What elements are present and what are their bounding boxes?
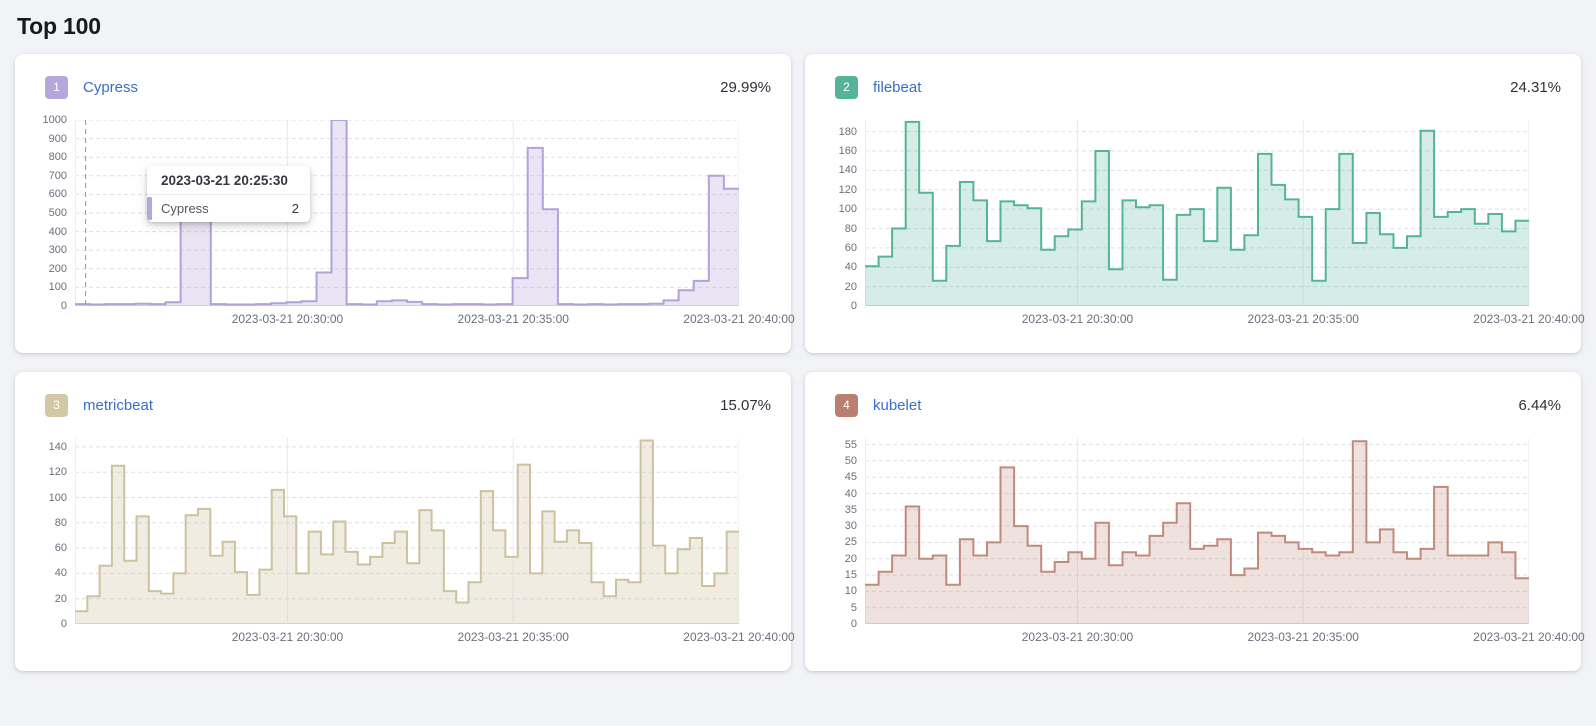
x-tick-label: 2023-03-21 20:35:00 bbox=[457, 630, 569, 644]
y-tick-label: 100 bbox=[48, 491, 67, 504]
rank-badge: 3 bbox=[45, 393, 68, 417]
rank-badge: 4 bbox=[835, 393, 858, 417]
y-tick-label: 300 bbox=[48, 244, 67, 257]
x-axis-labels: 2023-03-21 20:30:00 2023-03-21 20:35:00 20… bbox=[865, 312, 1585, 330]
y-tick-label: 30 bbox=[844, 520, 857, 533]
plot-area[interactable] bbox=[75, 438, 740, 624]
plot-area[interactable] bbox=[865, 120, 1530, 307]
y-tick-label: 20 bbox=[844, 552, 857, 565]
y-tick-label: 180 bbox=[838, 125, 857, 138]
chart: 0 5 10 15 20 25 30 35 40 45 50 55 2023-03-21 20:30:… bbox=[821, 438, 1585, 652]
y-tick-label: 40 bbox=[844, 261, 857, 274]
tooltip-series-value: 2 bbox=[291, 201, 299, 216]
panel-kubelet: 4 kubelet 6.44% 0 5 10 15 20 25 30 35 40 45 50 55 2… bbox=[805, 372, 1585, 671]
x-axis-labels: 2023-03-21 20:30:00 2023-03-21 20:35:00 20… bbox=[75, 630, 795, 648]
x-tick-label: 2023-03-21 20:35:00 bbox=[457, 312, 569, 326]
y-tick-label: 55 bbox=[844, 438, 857, 451]
y-tick-label: 20 bbox=[844, 280, 857, 293]
y-tick-label: 20 bbox=[54, 592, 67, 605]
x-tick-label: 2023-03-21 20:40:00 bbox=[1473, 630, 1585, 644]
x-tick-label: 2023-03-21 20:40:00 bbox=[1473, 312, 1585, 326]
x-tick-label: 2023-03-21 20:35:00 bbox=[1247, 312, 1359, 326]
y-tick-label: 50 bbox=[844, 454, 857, 467]
y-tick-label: 500 bbox=[48, 207, 67, 219]
percent-value: 29.99% bbox=[720, 78, 771, 96]
percent-value: 15.07% bbox=[720, 396, 771, 414]
chart: 0 20 40 60 80 100 120 140 160 180 2023-03-21 20:3… bbox=[821, 120, 1585, 334]
x-tick-label: 2023-03-21 20:30:00 bbox=[1021, 312, 1134, 326]
chart: 0 20 40 60 80 100 120 140 2023-03-21 20:30:00 20… bbox=[31, 438, 795, 652]
x-axis-labels: 2023-03-21 20:30:00 2023-03-21 20:35:00 20… bbox=[75, 312, 795, 330]
y-axis-labels: 0 100 200 300 400 500 600 700 800 900 1000 bbox=[31, 114, 75, 312]
y-tick-label: 140 bbox=[48, 440, 67, 453]
panel-header: 2 filebeat 24.31% bbox=[821, 70, 1565, 102]
percent-value: 24.31% bbox=[1510, 78, 1561, 96]
y-tick-label: 700 bbox=[48, 169, 67, 182]
panel-cypress: 1 Cypress 29.99% 0 100 200 300 400 500 600 700 8… bbox=[15, 54, 795, 353]
y-tick-label: 800 bbox=[48, 151, 67, 164]
x-tick-label: 2023-03-21 20:30:00 bbox=[231, 312, 344, 326]
rank-badge: 2 bbox=[835, 75, 858, 99]
y-tick-label: 0 bbox=[60, 300, 67, 312]
y-tick-label: 0 bbox=[60, 618, 67, 630]
percent-value: 6.44% bbox=[1518, 396, 1561, 414]
plot-area[interactable] bbox=[865, 438, 1530, 624]
tooltip-series-label: Cypress bbox=[161, 201, 209, 216]
y-tick-label: 35 bbox=[844, 503, 857, 516]
x-tick-label: 2023-03-21 20:30:00 bbox=[1021, 630, 1134, 644]
y-tick-label: 600 bbox=[48, 188, 67, 201]
panel-title-link[interactable]: filebeat bbox=[873, 78, 922, 96]
tooltip-series-marker bbox=[147, 197, 152, 220]
y-tick-label: 1000 bbox=[42, 114, 67, 126]
y-axis-labels: 0 20 40 60 80 100 120 140 160 180 bbox=[821, 120, 865, 312]
tooltip-timestamp: 2023-03-21 20:25:30 bbox=[147, 166, 310, 195]
y-tick-label: 60 bbox=[54, 542, 67, 555]
x-tick-label: 2023-03-21 20:40:00 bbox=[683, 312, 795, 326]
y-tick-label: 25 bbox=[844, 536, 857, 549]
x-tick-label: 2023-03-21 20:40:00 bbox=[683, 630, 795, 644]
panel-title-link[interactable]: metricbeat bbox=[83, 396, 154, 414]
panel-metricbeat: 3 metricbeat 15.07% 0 20 40 60 80 100 120 140 2… bbox=[15, 372, 795, 671]
panel-filebeat: 2 filebeat 24.31% 0 20 40 60 80 100 120 140 160 1… bbox=[805, 54, 1585, 353]
panels-grid: 1 Cypress 29.99% 0 100 200 300 400 500 600 700 8… bbox=[0, 54, 1596, 671]
y-tick-label: 120 bbox=[48, 466, 67, 479]
panel-header: 3 metricbeat 15.07% bbox=[31, 388, 775, 420]
chart-tooltip: 2023-03-21 20:25:30 Cypress 2 bbox=[147, 166, 310, 222]
y-tick-label: 200 bbox=[48, 262, 67, 275]
panel-header: 1 Cypress 29.99% bbox=[31, 70, 775, 102]
y-axis-labels: 0 20 40 60 80 100 120 140 bbox=[31, 438, 75, 630]
y-tick-label: 400 bbox=[48, 225, 67, 238]
y-tick-label: 10 bbox=[844, 585, 857, 598]
tooltip-row: Cypress 2 bbox=[147, 195, 310, 222]
rank-badge: 1 bbox=[45, 75, 68, 99]
y-tick-label: 0 bbox=[850, 618, 857, 630]
y-tick-label: 100 bbox=[838, 203, 857, 216]
y-tick-label: 120 bbox=[838, 183, 857, 196]
y-tick-label: 100 bbox=[48, 281, 67, 294]
y-tick-label: 80 bbox=[54, 516, 67, 529]
y-tick-label: 80 bbox=[844, 222, 857, 235]
y-tick-label: 45 bbox=[844, 471, 857, 484]
y-tick-label: 900 bbox=[48, 132, 67, 145]
x-tick-label: 2023-03-21 20:35:00 bbox=[1247, 630, 1359, 644]
y-tick-label: 40 bbox=[54, 567, 67, 580]
chart: 0 100 200 300 400 500 600 700 800 900 1000 2023-03… bbox=[31, 114, 795, 334]
y-tick-label: 0 bbox=[850, 300, 857, 312]
y-tick-label: 140 bbox=[838, 164, 857, 177]
page-title: Top 100 bbox=[17, 13, 101, 39]
panel-header: 4 kubelet 6.44% bbox=[821, 388, 1565, 420]
x-axis-labels: 2023-03-21 20:30:00 2023-03-21 20:35:00 20… bbox=[865, 630, 1585, 648]
y-tick-label: 5 bbox=[850, 601, 857, 614]
y-tick-label: 40 bbox=[844, 487, 857, 500]
y-tick-label: 160 bbox=[838, 145, 857, 157]
y-axis-labels: 0 5 10 15 20 25 30 35 40 45 50 55 bbox=[821, 438, 865, 631]
x-tick-label: 2023-03-21 20:30:00 bbox=[231, 630, 344, 644]
panel-title-link[interactable]: Cypress bbox=[83, 78, 139, 96]
panel-title-link[interactable]: kubelet bbox=[873, 396, 922, 414]
y-tick-label: 15 bbox=[844, 569, 857, 582]
y-tick-label: 60 bbox=[844, 241, 857, 254]
